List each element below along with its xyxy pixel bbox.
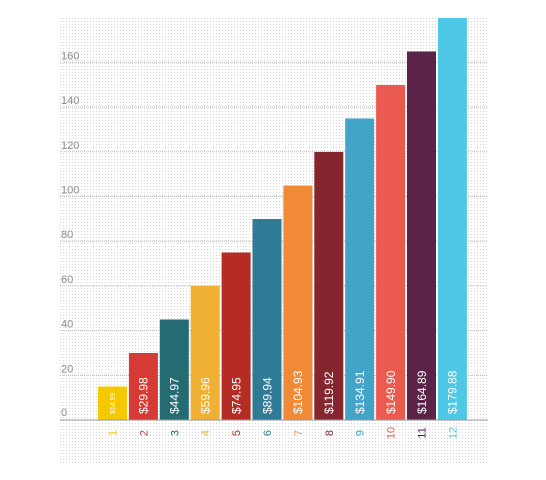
bar	[221, 252, 251, 420]
bar	[128, 352, 158, 420]
bar	[376, 84, 406, 420]
data-label: $149.90	[384, 370, 398, 414]
y-tick-label: 100	[61, 185, 79, 197]
x-tick-label: 12	[447, 427, 459, 439]
bar	[98, 386, 127, 420]
data-label: $74.95	[229, 377, 243, 414]
bar	[314, 151, 344, 420]
bar	[437, 17, 467, 420]
data-labels: $14.99 $29.98 $44.97 $59.96 $74.95 $89.94 $104…	[110, 370, 460, 414]
data-label: $179.88	[446, 370, 460, 414]
x-tick-label: 2	[138, 430, 150, 436]
x-tick-label: 6	[262, 430, 274, 436]
data-label: $44.97	[168, 377, 182, 414]
data-label: $119.92	[322, 371, 336, 414]
y-tick-label: 20	[61, 363, 73, 375]
y-tick-label: 140	[61, 95, 79, 107]
bar	[252, 218, 282, 420]
bar	[345, 118, 375, 421]
x-tick-label: 9	[355, 430, 367, 436]
x-tick-label: 7	[293, 430, 305, 436]
y-tick-label: 80	[61, 229, 73, 241]
x-tick-label: 5	[231, 430, 243, 436]
y-tick-label: 160	[61, 50, 79, 62]
bar	[407, 51, 436, 420]
data-label: $134.91	[353, 370, 367, 414]
data-label: $164.89	[415, 370, 429, 414]
data-label: $29.98	[137, 377, 151, 414]
data-label: $89.94	[260, 377, 274, 414]
x-tick-label: 11	[417, 427, 429, 438]
bar	[283, 185, 313, 420]
x-tick-label: 3	[169, 430, 181, 436]
y-tick-label: 40	[61, 319, 73, 331]
bar	[190, 285, 220, 420]
y-axis-ticks: 0 20 40 60 80 100 120 140 160	[61, 50, 79, 419]
x-tick-label: 10	[386, 427, 398, 439]
x-axis-ticks: 1 2 3 4 5 6 7 8 9 10 11 12	[108, 427, 460, 439]
bars	[98, 17, 467, 421]
data-label: $14.99	[110, 392, 117, 414]
data-label: $104.93	[291, 370, 305, 414]
y-tick-label: 0	[61, 407, 67, 419]
bar	[159, 319, 189, 420]
x-tick-label: 4	[200, 430, 212, 436]
data-label: $59.96	[199, 377, 213, 414]
x-tick-label: 8	[324, 430, 336, 436]
y-tick-label: 120	[61, 140, 79, 152]
x-tick-label: 1	[108, 430, 120, 436]
y-tick-label: 60	[61, 274, 73, 286]
